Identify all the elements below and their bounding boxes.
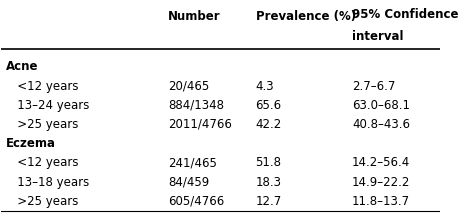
Text: <12 years: <12 years (6, 156, 78, 169)
Text: 51.8: 51.8 (255, 156, 282, 169)
Text: Acne: Acne (6, 60, 38, 73)
Text: 65.6: 65.6 (255, 99, 282, 112)
Text: 14.9–22.2: 14.9–22.2 (352, 175, 410, 189)
Text: <12 years: <12 years (6, 80, 78, 93)
Text: 40.8–43.6: 40.8–43.6 (352, 118, 410, 131)
Text: 13–18 years: 13–18 years (6, 175, 89, 189)
Text: 2011/4766: 2011/4766 (168, 118, 232, 131)
Text: 884/1348: 884/1348 (168, 99, 224, 112)
Text: 95% Confidence: 95% Confidence (352, 8, 458, 21)
Text: 241/465: 241/465 (168, 156, 217, 169)
Text: >25 years: >25 years (6, 118, 78, 131)
Text: 63.0–68.1: 63.0–68.1 (352, 99, 410, 112)
Text: 2.7–6.7: 2.7–6.7 (352, 80, 395, 93)
Text: >25 years: >25 years (6, 195, 78, 208)
Text: 18.3: 18.3 (255, 175, 282, 189)
Text: 20/465: 20/465 (168, 80, 209, 93)
Text: 84/459: 84/459 (168, 175, 209, 189)
Text: 13–24 years: 13–24 years (6, 99, 89, 112)
Text: Number: Number (168, 10, 220, 23)
Text: 12.7: 12.7 (255, 195, 282, 208)
Text: Eczema: Eczema (6, 137, 56, 150)
Text: Prevalence (%): Prevalence (%) (255, 10, 356, 23)
Text: 42.2: 42.2 (255, 118, 282, 131)
Text: interval: interval (352, 30, 403, 43)
Text: 11.8–13.7: 11.8–13.7 (352, 195, 410, 208)
Text: 605/4766: 605/4766 (168, 195, 224, 208)
Text: 4.3: 4.3 (255, 80, 274, 93)
Text: 14.2–56.4: 14.2–56.4 (352, 156, 410, 169)
